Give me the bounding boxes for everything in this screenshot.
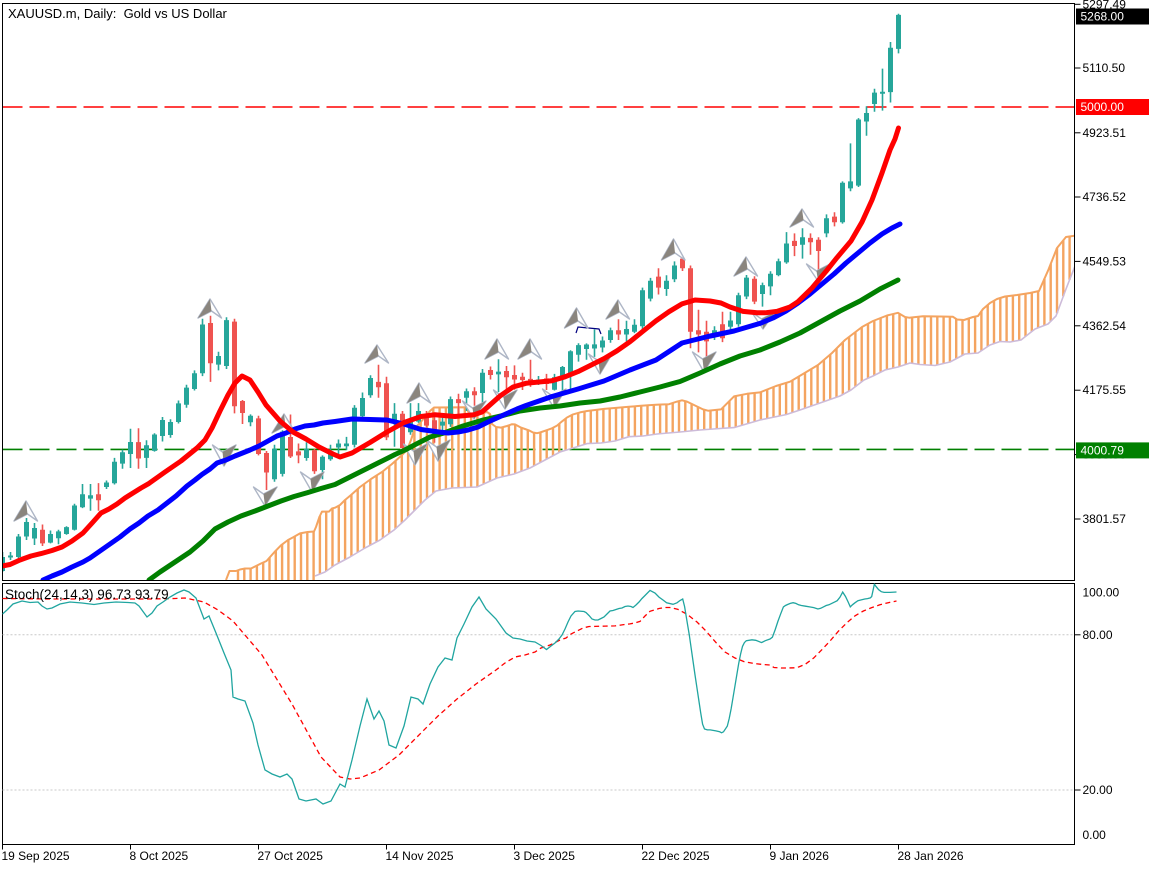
svg-text:0.00: 0.00 <box>1083 828 1107 842</box>
svg-text:27 Oct 2025: 27 Oct 2025 <box>258 849 324 863</box>
svg-text:80.00: 80.00 <box>1083 628 1113 642</box>
svg-text:4923.51: 4923.51 <box>1083 126 1127 140</box>
svg-text:8 Oct 2025: 8 Oct 2025 <box>130 849 189 863</box>
svg-text:4549.53: 4549.53 <box>1083 254 1127 268</box>
svg-text:5297.49: 5297.49 <box>1083 0 1127 11</box>
svg-text:9 Jan 2026: 9 Jan 2026 <box>770 849 830 863</box>
svg-text:19 Sep 2025: 19 Sep 2025 <box>2 849 70 863</box>
svg-text:5110.50: 5110.50 <box>1083 61 1126 75</box>
svg-text:5268.00: 5268.00 <box>1081 10 1125 24</box>
svg-text:100.00: 100.00 <box>1083 585 1120 599</box>
svg-text:5000.00: 5000.00 <box>1081 100 1125 114</box>
svg-text:14 Nov 2025: 14 Nov 2025 <box>386 849 454 863</box>
svg-text:XAUUSD.m, Daily: Gold vs US D: XAUUSD.m, Daily: Gold vs US Dollar <box>8 6 228 21</box>
svg-text:22 Dec 2025: 22 Dec 2025 <box>642 849 710 863</box>
svg-text:4000.79: 4000.79 <box>1081 444 1125 458</box>
svg-text:3 Dec 2025: 3 Dec 2025 <box>514 849 576 863</box>
svg-text:4362.54: 4362.54 <box>1083 319 1127 333</box>
svg-text:3801.57: 3801.57 <box>1083 512 1127 526</box>
svg-text:28 Jan 2026: 28 Jan 2026 <box>898 849 964 863</box>
svg-text:Stoch(24,14,3) 96.73 93.79: Stoch(24,14,3) 96.73 93.79 <box>5 587 169 602</box>
svg-text:4175.55: 4175.55 <box>1083 383 1127 397</box>
svg-text:20.00: 20.00 <box>1083 783 1113 797</box>
svg-text:4736.52: 4736.52 <box>1083 190 1127 204</box>
